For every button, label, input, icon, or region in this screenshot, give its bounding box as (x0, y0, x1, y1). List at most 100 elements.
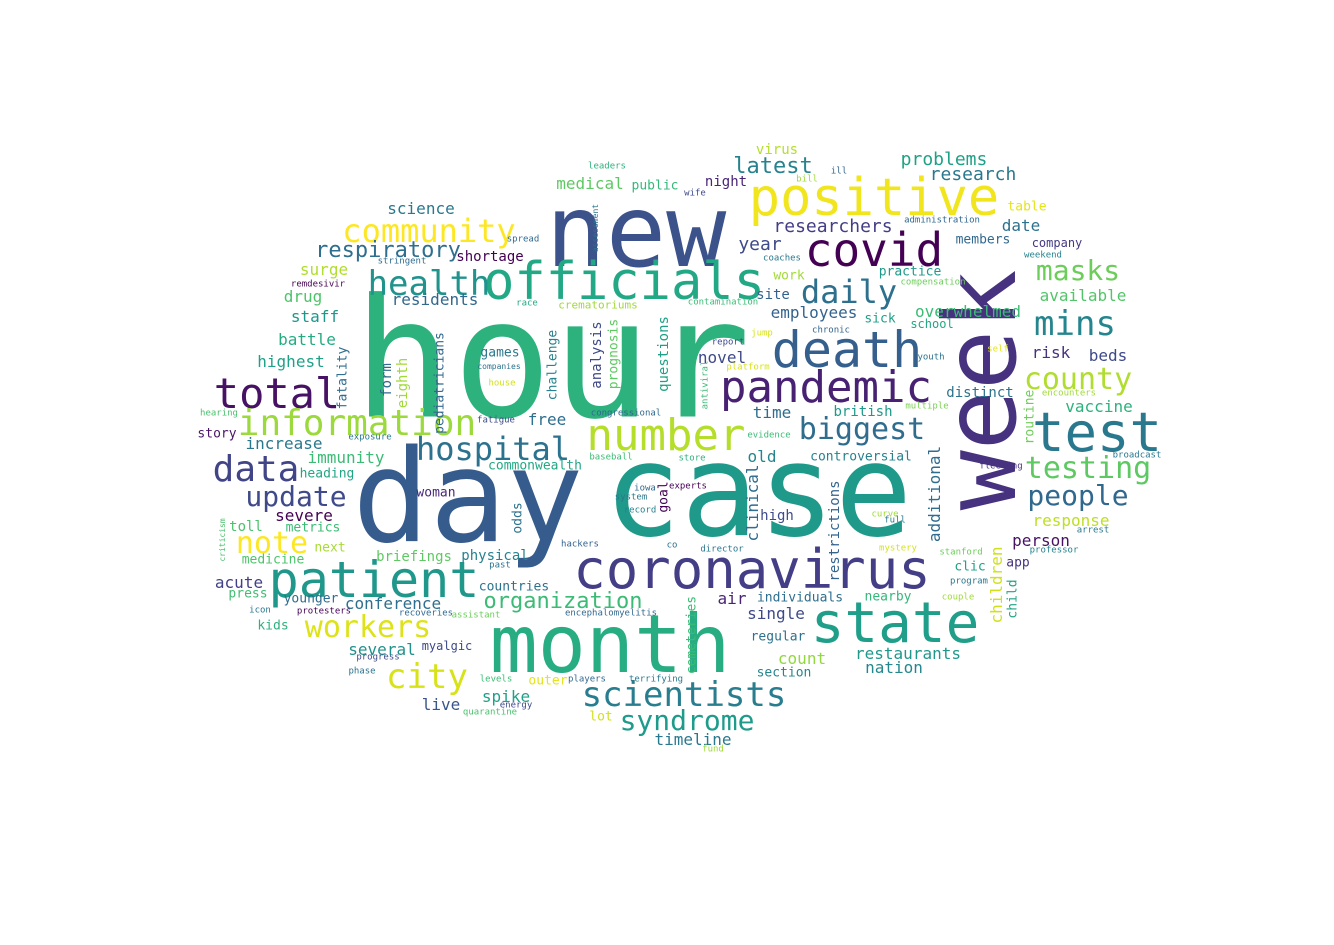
cloud-word: city (386, 657, 468, 697)
cloud-word: co (666, 540, 678, 551)
cloud-word: challenge (545, 329, 561, 401)
cloud-word: remdesivir (290, 279, 346, 290)
cloud-word: table (1007, 199, 1047, 215)
cloud-word: time (752, 403, 792, 422)
cloud-word: bill (796, 174, 818, 185)
cloud-word: section (756, 665, 812, 681)
cloud-word: virus (755, 142, 799, 158)
cloud-word: researchers (773, 216, 893, 237)
cloud-word: drug (283, 287, 323, 306)
cloud-word: compensation (900, 277, 966, 288)
cloud-word: employees (770, 303, 858, 322)
cloud-word: commonwealth (488, 458, 582, 474)
cloud-word: lot (589, 709, 613, 725)
cloud-word: spread (506, 234, 540, 245)
cloud-word: eighth (395, 357, 411, 409)
cloud-word: program (950, 576, 988, 587)
cloud-word: patient (268, 551, 480, 609)
cloud-word: weekend (1024, 250, 1062, 261)
cloud-word: children (987, 546, 1006, 624)
cloud-word: medical (556, 174, 624, 193)
cloud-word: younger (283, 591, 339, 607)
cloud-word: shortage (456, 249, 524, 265)
cloud-word: person (1012, 531, 1070, 550)
cloud-word: exposure (348, 432, 392, 443)
cloud-word: next (314, 540, 346, 556)
cloud-word: leaders (588, 161, 626, 172)
cloud-word: hearing (200, 408, 238, 419)
cloud-word: high (760, 508, 794, 524)
cloud-word: broadcast (1112, 450, 1162, 461)
cloud-word: pandemic (720, 362, 932, 413)
cloud-word: professor (1029, 545, 1079, 556)
cloud-word: company (1031, 236, 1083, 250)
cloud-word: research (929, 164, 1017, 185)
cloud-word: spike (481, 687, 531, 706)
cloud-word: battle (278, 330, 336, 349)
cloud-word: curve (871, 509, 899, 520)
cloud-word: toll (229, 519, 263, 535)
cloud-word: surge (299, 260, 349, 279)
cloud-word: congressional (590, 408, 662, 419)
cloud-word: encephalomyelitis (564, 608, 658, 619)
cloud-word: metrics (285, 520, 341, 536)
cloud-word: fatigue (477, 415, 515, 426)
cloud-word: fund (702, 744, 724, 755)
cloud-word: clinical (743, 464, 762, 542)
cloud-word: single (747, 604, 805, 623)
cloud-word: fatality (335, 346, 351, 410)
cloud-word: recoveries (398, 608, 454, 619)
cloud-word: countries (478, 579, 550, 595)
cloud-word: cemeteries (684, 595, 700, 675)
cloud-word: system (614, 492, 648, 503)
cloud-word: update (245, 480, 347, 513)
cloud-word: analysis (589, 321, 605, 389)
cloud-word: record (623, 505, 657, 516)
cloud-word: people (1027, 479, 1129, 512)
cloud-word: community (342, 212, 516, 250)
cloud-word: controversial (810, 449, 912, 465)
cloud-word: crematoriums (558, 298, 638, 312)
cloud-word: jump (751, 328, 773, 339)
cloud-word: phase (348, 666, 376, 677)
cloud-word: woman (416, 485, 456, 501)
cloud-word: mins (1034, 304, 1116, 344)
cloud-word: daily (800, 273, 898, 311)
cloud-word: covid (804, 223, 944, 277)
cloud-word: health (367, 264, 491, 304)
cloud-word: kids (257, 618, 289, 634)
cloud-word: questions (656, 316, 672, 392)
cloud-word: science (387, 199, 455, 218)
cloud-word: hour (353, 263, 751, 456)
cloud-word: distinct (946, 385, 1014, 401)
cloud-word: public (631, 178, 679, 194)
cloud-word: acute (214, 573, 264, 592)
cloud-word: number (586, 410, 746, 461)
cloud-word: school (910, 317, 954, 331)
cloud-word: experts (669, 481, 707, 492)
cloud-word: prognosis (606, 318, 622, 390)
cloud-word: protesters (296, 606, 352, 617)
cloud-word: air (717, 589, 747, 608)
cloud-word: positive (748, 168, 1000, 228)
cloud-word: data (212, 449, 300, 490)
cloud-word: death (771, 321, 923, 379)
cloud-word: fleeting (979, 461, 1023, 472)
cloud-word: total (213, 369, 341, 418)
cloud-word: iowa (634, 483, 656, 494)
cloud-word: county (1023, 362, 1133, 397)
cloud-word: latest (733, 154, 813, 179)
cloud-word: sick (864, 311, 896, 327)
cloud-word: couple (941, 592, 975, 603)
cloud-word: nearby (864, 589, 912, 605)
cloud-word: encounters (1041, 388, 1097, 399)
cloud-word: beds (1088, 346, 1128, 365)
cloud-word: restaurants (855, 644, 961, 663)
cloud-word: wife (684, 188, 706, 199)
cloud-word: old (747, 447, 777, 466)
cloud-word: administration (904, 215, 980, 226)
cloud-word: increase (245, 434, 323, 453)
cloud-word: race (516, 298, 538, 309)
cloud-word: child (1005, 579, 1021, 619)
cloud-word: regular (750, 629, 806, 645)
